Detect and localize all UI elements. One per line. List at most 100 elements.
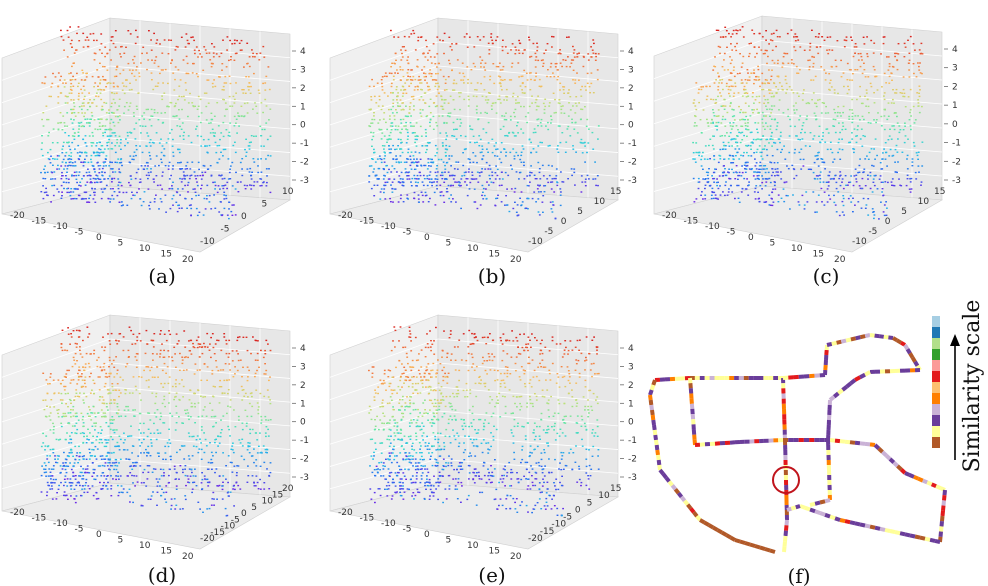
z-tick-label: 1: [300, 399, 306, 409]
z-tick-label: -1: [628, 139, 637, 149]
panel-caption-e: (e): [478, 563, 505, 586]
route-segment: [652, 429, 658, 436]
route-segment: [864, 441, 871, 447]
route-segment: [809, 501, 816, 507]
z-tick-label: 0: [628, 121, 634, 131]
route-segment: [883, 334, 889, 340]
route-segment: [729, 535, 736, 542]
z-tick-label: 1: [300, 102, 306, 112]
route-segment: [679, 495, 687, 503]
z-axis: 4 3 2 1 0 -1 -2 -3: [620, 47, 637, 186]
route-segment: [896, 464, 903, 471]
route-segment: [720, 530, 728, 537]
route-segment: [941, 500, 946, 506]
route-segment: [903, 343, 910, 351]
route-segment: [899, 531, 906, 537]
z-tick-label: 1: [628, 399, 634, 409]
route-segment: [834, 516, 841, 522]
x-tick-label: -10: [53, 222, 68, 232]
z-tick-label: 2: [300, 84, 306, 94]
route-segment: [783, 530, 788, 537]
route-segment: [799, 504, 806, 510]
y-tick-label: 5: [901, 207, 907, 217]
y-tick-label: 10: [262, 497, 274, 507]
route-segment: [790, 505, 797, 511]
y-tick-label: 20: [282, 484, 294, 494]
z-tick-label: -3: [300, 176, 309, 186]
y-tick-label: -20: [200, 534, 215, 544]
route-segment: [900, 340, 906, 347]
z-tick-label: 4: [628, 47, 634, 57]
route-segment: [764, 547, 771, 553]
route-segment: [837, 388, 844, 395]
z-tick-label: 4: [300, 47, 306, 57]
x-tick-label: -10: [53, 519, 68, 529]
route-segment: [814, 500, 821, 506]
route-segment: [942, 495, 947, 501]
x-tick-label: -20: [662, 211, 677, 221]
y-tick-label: 5: [577, 207, 583, 217]
route-segment: [924, 536, 931, 542]
y-tick-label: 15: [934, 187, 945, 197]
route-segment: [769, 548, 776, 554]
x-tick-label: -5: [403, 228, 412, 238]
x-tick-label: 10: [467, 244, 479, 254]
z-tick-label: 0: [952, 120, 958, 130]
panel-caption-a: (a): [148, 264, 176, 288]
route-segment: [849, 520, 856, 526]
panel-caption-f: (f): [787, 564, 810, 586]
route-segment: [651, 379, 657, 386]
route-segment: [783, 535, 788, 542]
route-segment: [919, 535, 926, 541]
z-tick-label: -2: [628, 455, 637, 465]
route-segment: [819, 499, 826, 505]
z-tick-label: 0: [300, 418, 306, 428]
z-tick-label: 3: [300, 362, 306, 372]
panel-e: 43210-1-2-3-20-15-10-505101520151050-5-1…: [329, 314, 637, 586]
z-tick-label: -3: [628, 473, 637, 483]
route-segment: [676, 491, 684, 499]
z-axis: 4 3 2 1 0 -1 -2 -3: [292, 47, 309, 186]
panel-b: 43210-1-2-3-20-15-10-505101520151050-5-1…: [329, 17, 637, 288]
floor-pane: [329, 185, 619, 253]
route-segment: [834, 438, 841, 444]
z-tick-label: -2: [300, 455, 309, 465]
route-segment: [849, 440, 856, 445]
route-segment: [935, 484, 942, 490]
z-tick-label: 3: [300, 65, 306, 75]
route-segment: [864, 523, 871, 529]
z-tick-label: 0: [628, 418, 634, 428]
grid-lines: [329, 20, 619, 198]
route-segment: [940, 510, 945, 517]
scale-swatch: [932, 415, 940, 426]
route-segment: [782, 541, 787, 547]
x-tick-label: 15: [161, 547, 172, 557]
route-segment: [922, 478, 928, 485]
point-cloud: [40, 26, 272, 220]
y-axis: 15 10 50 -5-10: [852, 187, 945, 247]
route-segment: [824, 498, 831, 504]
route-segment: [840, 338, 847, 344]
scale-swatch: [932, 426, 940, 437]
z-tick-label: 2: [628, 381, 634, 391]
z-tick-label: 2: [300, 381, 306, 391]
z-tick-label: -2: [300, 158, 309, 168]
scale-swatch: [932, 371, 940, 382]
route-segment: [929, 537, 936, 543]
route-segment: [839, 439, 846, 444]
route-segment: [795, 504, 801, 510]
z-tick-label: 3: [628, 362, 634, 372]
route-segment: [648, 389, 654, 396]
route-segment: [895, 338, 903, 345]
x-tick-label: 15: [489, 547, 500, 557]
point-cloud: [368, 326, 600, 517]
route-segment: [652, 424, 657, 431]
y-tick-label: 0: [561, 217, 567, 227]
x-tick-label: -20: [10, 211, 25, 221]
route-segment: [859, 441, 866, 446]
x-tick-label: 0: [424, 233, 430, 243]
y-tick-label: -10: [551, 520, 566, 530]
scale-arrow-head: [950, 334, 960, 346]
route-segment: [939, 486, 946, 492]
route-segment: [734, 538, 741, 544]
